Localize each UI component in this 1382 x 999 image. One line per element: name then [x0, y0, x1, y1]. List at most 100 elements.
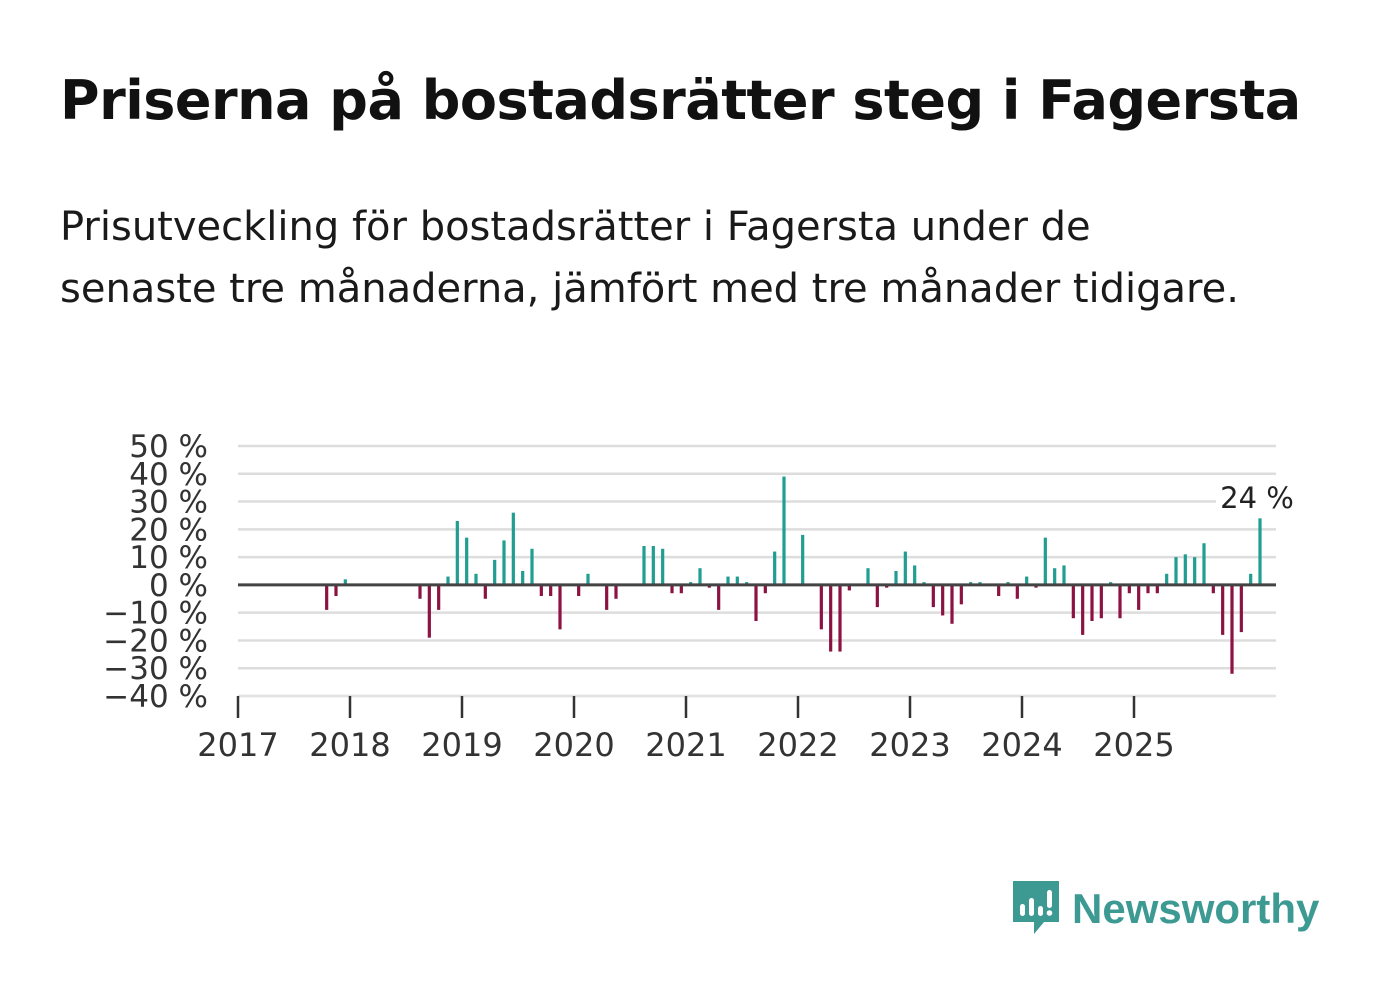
annotation-label: 24 %: [1220, 481, 1294, 515]
bar: [455, 521, 459, 585]
newsworthy-logo-text: Newsworthy: [1072, 885, 1320, 932]
bar: [1081, 584, 1085, 635]
y-tick-label: −40 %: [103, 679, 208, 715]
bar: [586, 573, 590, 585]
bar: [614, 584, 618, 599]
bar: [437, 584, 441, 610]
y-tick-label: −20 %: [103, 623, 208, 659]
bar: [829, 584, 833, 652]
bars: [325, 476, 1262, 674]
y-tick-label: 50 %: [129, 429, 208, 465]
bar: [763, 584, 767, 594]
bar: [343, 579, 347, 585]
y-tick-label: 0 %: [149, 568, 208, 604]
bar: [913, 565, 917, 585]
x-tick-label: 2025: [1093, 726, 1174, 764]
bar: [502, 540, 506, 585]
bar: [334, 584, 338, 596]
bar: [1174, 557, 1178, 585]
bar: [735, 576, 739, 585]
bar: [903, 551, 907, 585]
bar: [1193, 557, 1197, 585]
bar: [418, 584, 422, 599]
bar: [847, 584, 851, 591]
bar: [726, 576, 730, 585]
bar: [1221, 584, 1225, 635]
bar: [1165, 573, 1169, 585]
bar: [605, 584, 609, 610]
bar: [1202, 543, 1206, 585]
bar: [1211, 584, 1215, 594]
bar: [950, 584, 954, 624]
bar: [1090, 584, 1094, 621]
bar: [959, 584, 963, 605]
bar: [1099, 584, 1103, 619]
bar: [679, 584, 683, 594]
bar: [894, 571, 898, 585]
bar: [698, 568, 702, 585]
y-tick-label: 20 %: [129, 512, 208, 548]
bar: [717, 584, 721, 610]
labels: 50 %40 %30 %20 %10 %0 %−10 %−20 %−30 %−4…: [103, 429, 1298, 764]
bar: [1146, 584, 1150, 594]
bar: [1053, 568, 1057, 585]
bar: [642, 546, 646, 585]
bar: [941, 584, 945, 616]
bar-chart: 50 %40 %30 %20 %10 %0 %−10 %−20 %−30 %−4…: [103, 429, 1298, 764]
x-tick-label: 2020: [533, 726, 614, 764]
bar: [754, 584, 758, 621]
bar: [651, 546, 655, 585]
bar: [670, 584, 674, 594]
bar: [1062, 565, 1066, 585]
grid-lines: [238, 444, 1276, 698]
bar: [1127, 584, 1131, 594]
bar: [1015, 584, 1019, 599]
bar: [773, 551, 777, 585]
bar: [1249, 573, 1253, 585]
y-tick-label: −10 %: [103, 596, 208, 632]
bar: [493, 559, 497, 585]
newsworthy-logo: Newsworthy: [1010, 878, 1319, 940]
x-tick-label: 2017: [197, 726, 278, 764]
chart-title: Priserna på bostadsrätter steg i Fagerst…: [60, 69, 1301, 132]
bar: [875, 584, 879, 608]
y-tick-label: 40 %: [129, 457, 208, 493]
bar: [838, 584, 842, 652]
x-tick-label: 2021: [645, 726, 726, 764]
bar: [474, 573, 478, 585]
bar: [931, 584, 935, 608]
bar: [782, 476, 786, 585]
bar: [521, 571, 525, 585]
annotation-background: [1216, 478, 1298, 519]
bar: [661, 548, 665, 585]
bar: [1155, 584, 1159, 594]
x-tick-label: 2022: [757, 726, 838, 764]
bar: [866, 568, 870, 585]
bar: [558, 584, 562, 630]
bar: [1183, 554, 1187, 585]
bar: [539, 584, 543, 596]
chart-subtitle: Prisutveckling för bostadsrätter i Fager…: [60, 204, 1239, 312]
bar: [483, 584, 487, 599]
axes: [236, 583, 1276, 718]
bar: [1071, 584, 1075, 619]
bar: [325, 584, 329, 610]
x-tick-label: 2024: [981, 726, 1062, 764]
bar: [511, 512, 515, 585]
bar: [1025, 576, 1029, 585]
bar: [1258, 518, 1262, 585]
bar: [1043, 537, 1047, 585]
bar: [1137, 584, 1141, 610]
y-tick-label: −30 %: [103, 651, 208, 687]
bar: [577, 584, 581, 596]
x-tick-label: 2023: [869, 726, 950, 764]
bar: [801, 534, 805, 585]
bar: [465, 537, 469, 585]
y-tick-label: 10 %: [129, 540, 208, 576]
x-tick-label: 2019: [421, 726, 502, 764]
y-tick-label: 30 %: [129, 485, 208, 521]
newsworthy-logo-icon: [1013, 881, 1059, 934]
bar: [530, 548, 534, 585]
bar: [549, 584, 553, 596]
bar: [1239, 584, 1243, 633]
